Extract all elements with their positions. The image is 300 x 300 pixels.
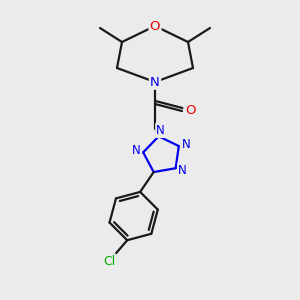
Text: N: N: [132, 144, 141, 157]
Text: O: O: [185, 104, 195, 118]
Text: N: N: [178, 164, 187, 177]
Text: N: N: [156, 124, 165, 137]
Text: N: N: [182, 138, 190, 151]
Text: N: N: [150, 76, 160, 88]
Text: Cl: Cl: [103, 255, 115, 268]
Text: O: O: [150, 20, 160, 32]
